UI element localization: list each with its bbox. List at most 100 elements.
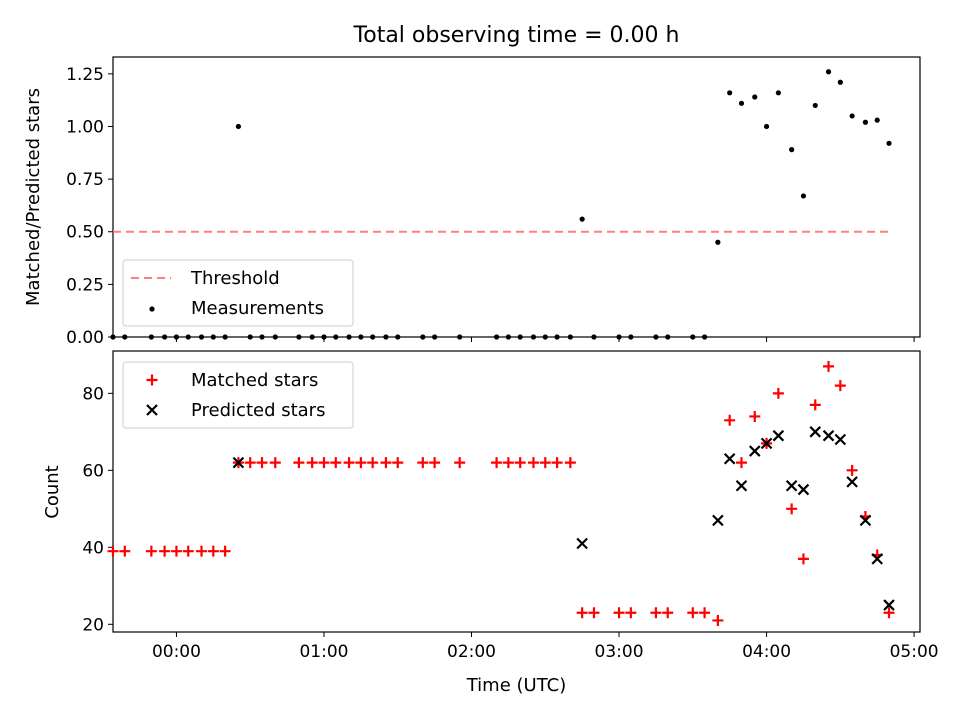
predicted-star-point bbox=[834, 433, 847, 446]
matched-star-point bbox=[699, 607, 711, 619]
matched-star-point bbox=[318, 457, 330, 469]
measurement-point bbox=[185, 334, 191, 340]
matched-star-point bbox=[207, 545, 219, 557]
chart-title: Total observing time = 0.00 h bbox=[353, 23, 680, 48]
measurement-point bbox=[812, 102, 818, 109]
measurement-point bbox=[247, 334, 253, 340]
legend-measurement-swatch bbox=[149, 306, 155, 312]
predicted-star-point bbox=[883, 599, 895, 611]
measurement-point bbox=[530, 334, 537, 340]
y-tick-label: 80 bbox=[82, 384, 104, 404]
y-tick-label: 1.25 bbox=[66, 65, 104, 85]
measurement-point bbox=[775, 90, 781, 96]
matched-star-point bbox=[687, 607, 699, 619]
predicted-star-point bbox=[772, 429, 785, 442]
predicted-star-point bbox=[822, 429, 835, 442]
measurement-point bbox=[849, 113, 855, 119]
matched-star-point bbox=[269, 457, 281, 469]
matched-star-point bbox=[809, 399, 821, 411]
predicted-star-point bbox=[735, 479, 748, 492]
x-axis-label: Time (UTC) bbox=[466, 675, 567, 696]
matched-star-point bbox=[797, 553, 809, 565]
matched-star-point bbox=[454, 457, 466, 469]
measurement-point bbox=[653, 334, 659, 340]
measurement-point bbox=[110, 334, 116, 340]
measurement-point bbox=[800, 193, 807, 199]
matched-star-point bbox=[712, 614, 724, 626]
matched-star-point bbox=[145, 545, 157, 557]
matched-star-point bbox=[330, 457, 342, 469]
predicted-star-point bbox=[723, 453, 736, 465]
predicted-star-point bbox=[576, 537, 588, 550]
legend-label: Threshold bbox=[190, 268, 280, 289]
matched-star-point bbox=[417, 457, 429, 469]
measurement-point bbox=[222, 334, 228, 340]
matched-star-point bbox=[735, 457, 747, 469]
matched-star-point bbox=[159, 545, 171, 557]
measurement-point bbox=[886, 140, 892, 146]
measurement-point bbox=[432, 334, 438, 340]
predicted-star-point bbox=[871, 553, 883, 565]
measurement-point bbox=[210, 334, 216, 340]
legend-label: Measurements bbox=[191, 298, 324, 319]
matched-star-point bbox=[613, 607, 625, 619]
y-tick-label: 0.50 bbox=[66, 223, 104, 243]
matched-star-point bbox=[539, 457, 551, 469]
predicted-star-point bbox=[846, 476, 858, 488]
measurement-point bbox=[395, 334, 401, 340]
measurement-point bbox=[383, 334, 389, 340]
measurement-point bbox=[665, 334, 671, 340]
measurement-point bbox=[296, 334, 302, 340]
legend-box bbox=[122, 259, 354, 327]
matched-star-point bbox=[527, 457, 539, 469]
matched-star-point bbox=[749, 410, 761, 422]
matched-star-point bbox=[650, 607, 662, 619]
bottom-y-axis-label: Count bbox=[42, 465, 63, 518]
measurement-point bbox=[321, 334, 327, 340]
measurement-point bbox=[173, 334, 180, 340]
measurement-point bbox=[763, 123, 770, 130]
x-tick-label: 03:00 bbox=[595, 642, 644, 662]
measurement-point bbox=[517, 334, 523, 340]
measurement-point bbox=[567, 334, 573, 340]
measurement-point bbox=[148, 334, 154, 340]
matched-star-point bbox=[219, 545, 231, 557]
legend-label: Predicted stars bbox=[191, 400, 325, 421]
measurement-point bbox=[505, 334, 511, 340]
matched-star-point bbox=[514, 457, 526, 469]
measurement-point bbox=[333, 334, 339, 340]
measurement-point bbox=[198, 334, 205, 340]
plot-frame bbox=[112, 56, 921, 338]
legend-label: Matched stars bbox=[191, 370, 318, 391]
matched-star-point bbox=[196, 545, 208, 557]
plot-frame bbox=[112, 350, 921, 633]
predicted-star-point bbox=[232, 456, 245, 469]
matched-star-point bbox=[293, 457, 305, 469]
predicted-star-point bbox=[809, 426, 822, 438]
matched-star-point bbox=[355, 457, 367, 469]
measurement-point bbox=[554, 334, 560, 340]
legend-matched-swatch bbox=[146, 374, 158, 386]
measurement-point bbox=[752, 94, 758, 100]
y-tick-label: 60 bbox=[82, 461, 104, 481]
measurement-point bbox=[862, 119, 869, 125]
matched-star-point bbox=[367, 457, 379, 469]
measurement-point bbox=[825, 69, 832, 75]
predicted-star-point bbox=[797, 483, 810, 496]
matched-star-point bbox=[429, 457, 441, 469]
x-tick-label: 05:00 bbox=[890, 642, 939, 662]
measurement-point bbox=[591, 334, 597, 340]
measurement-point bbox=[702, 334, 708, 340]
matched-star-point bbox=[772, 387, 784, 399]
measurement-point bbox=[346, 334, 352, 340]
predicted-star-point bbox=[748, 445, 761, 457]
matched-star-point bbox=[551, 457, 563, 469]
x-tick-label: 04:00 bbox=[742, 642, 791, 662]
top-y-axis-label: Matched/Predicted stars bbox=[23, 88, 44, 306]
matched-star-point bbox=[786, 503, 798, 515]
measurement-point bbox=[272, 334, 278, 340]
matched-star-point bbox=[576, 607, 588, 619]
matched-star-point bbox=[380, 457, 392, 469]
measurement-point bbox=[370, 334, 376, 340]
